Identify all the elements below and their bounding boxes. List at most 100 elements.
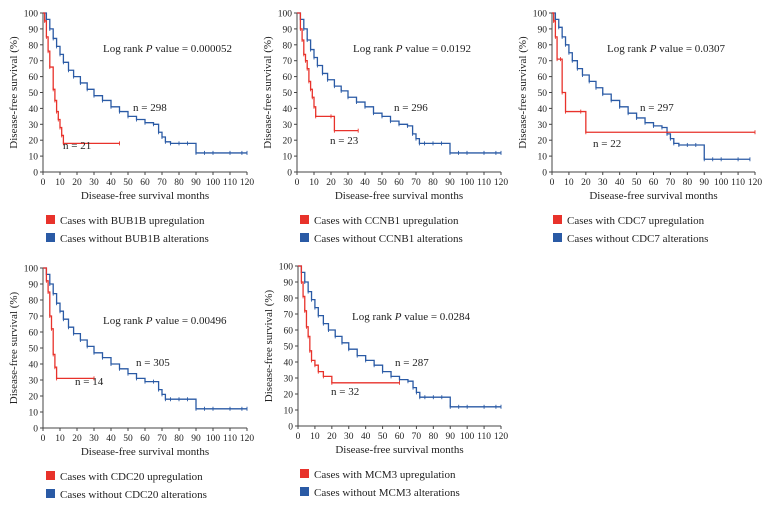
- mcm3-x-tick-label: 60: [395, 432, 405, 442]
- ccnb1-y-tick-label: 80: [283, 41, 293, 51]
- ccnb1-y-tick-label: 60: [283, 73, 293, 83]
- bub1b-x-tick-label: 10: [55, 178, 65, 188]
- cdc20-x-tick-label: 100: [206, 434, 221, 444]
- cdc7-x-tick-label: 100: [714, 178, 729, 188]
- mcm3-y-tick-label: 30: [284, 375, 294, 385]
- bub1b-y-axis-label: Disease-free survival (%): [8, 36, 20, 149]
- cdc7-legend-label-without: Cases without CDC7 alterations: [567, 233, 708, 245]
- ccnb1-y-tick-label: 20: [283, 137, 293, 147]
- bub1b-x-axis-label: Disease-free survival months: [81, 190, 209, 202]
- ccnb1-x-tick-label: 80: [428, 178, 438, 188]
- cdc7-x-tick-label: 120: [748, 178, 763, 188]
- mcm3-x-tick-label: 70: [412, 432, 422, 442]
- cdc20-y-tick-label: 90: [29, 281, 39, 291]
- cdc7-y-axis-label: Disease-free survival (%): [517, 36, 529, 149]
- cdc20-n-without-label: n = 305: [136, 357, 170, 369]
- cdc20-y-tick-label: 80: [29, 297, 39, 307]
- ccnb1-x-tick-label: 40: [360, 178, 370, 188]
- cdc7-y-tick-label: 0: [542, 169, 547, 179]
- cdc20-x-tick-label: 110: [223, 434, 237, 444]
- ccnb1-x-tick-label: 110: [477, 178, 491, 188]
- cdc7-x-axis-label: Disease-free survival months: [589, 190, 717, 202]
- cdc20-x-tick-label: 120: [240, 434, 255, 444]
- cdc20-y-axis-label: Disease-free survival (%): [8, 291, 20, 404]
- mcm3-log-rank-annotation: Log rank P value = 0.0284: [352, 311, 471, 323]
- bub1b-x-tick-label: 120: [240, 178, 255, 188]
- cdc7-x-tick-label: 50: [632, 178, 642, 188]
- cdc20-log-rank-annotation: Log rank P value = 0.00496: [103, 315, 227, 327]
- bub1b-x-tick-label: 0: [41, 178, 46, 188]
- mcm3-legend-label-upregulation: Cases with MCM3 upregulation: [314, 469, 456, 481]
- cdc7-x-tick-label: 30: [598, 178, 608, 188]
- ccnb1-y-tick-label: 10: [283, 153, 293, 163]
- cdc7-x-tick-label: 90: [700, 178, 710, 188]
- cdc7-x-tick-label: 0: [550, 178, 555, 188]
- bub1b-x-tick-label: 60: [140, 178, 150, 188]
- cdc20-x-tick-label: 30: [89, 434, 99, 444]
- mcm3-y-tick-label: 70: [284, 311, 294, 321]
- cdc7-x-tick-label: 110: [731, 178, 745, 188]
- cdc20-without-alterations-curve: [43, 267, 247, 410]
- ccnb1-x-tick-label: 60: [394, 178, 404, 188]
- mcm3-without-alterations-curve: [298, 265, 501, 408]
- cdc20-x-tick-label: 90: [191, 434, 201, 444]
- cdc7-legend-swatch-without: [553, 233, 562, 242]
- ccnb1-n-upregulation-label: n = 23: [330, 135, 359, 147]
- mcm3-y-tick-label: 80: [284, 295, 294, 305]
- cdc20-legend-swatch-upregulation: [46, 471, 55, 480]
- cdc20-legend-swatch-without: [46, 489, 55, 498]
- cdc20-x-tick-label: 60: [140, 434, 150, 444]
- mcm3-y-tick-label: 60: [284, 327, 294, 337]
- ccnb1-x-axis-label: Disease-free survival months: [335, 190, 463, 202]
- ccnb1-y-tick-label: 50: [283, 89, 293, 99]
- bub1b-x-tick-label: 40: [106, 178, 116, 188]
- mcm3-x-tick-label: 90: [446, 432, 456, 442]
- ccnb1-without-alterations-curve: [297, 12, 501, 154]
- mcm3-x-tick-label: 0: [296, 432, 301, 442]
- cdc7-legend-swatch-upregulation: [553, 215, 562, 224]
- bub1b-legend-swatch-without: [46, 233, 55, 242]
- bub1b-y-tick-label: 20: [29, 137, 39, 147]
- cdc20-x-tick-label: 40: [106, 434, 116, 444]
- mcm3-x-axis-label: Disease-free survival months: [335, 444, 463, 456]
- mcm3-y-tick-label: 20: [284, 391, 294, 401]
- cdc20-y-tick-label: 60: [29, 329, 39, 339]
- bub1b-n-without-label: n = 298: [133, 102, 167, 114]
- cdc7-n-without-label: n = 297: [640, 102, 674, 114]
- cdc7-y-tick-label: 60: [538, 73, 548, 83]
- mcm3-y-tick-label: 100: [279, 263, 294, 273]
- cdc7-x-tick-label: 10: [564, 178, 574, 188]
- mcm3-x-tick-label: 30: [344, 432, 354, 442]
- cdc7-legend-label-upregulation: Cases with CDC7 upregulation: [567, 215, 705, 227]
- ccnb1-log-rank-annotation: Log rank P value = 0.0192: [353, 43, 471, 55]
- ccnb1-n-without-label: n = 296: [394, 102, 428, 114]
- mcm3-upregulation-curve: [298, 265, 400, 384]
- mcm3-x-tick-label: 40: [361, 432, 371, 442]
- mcm3-x-tick-label: 50: [378, 432, 388, 442]
- bub1b-y-tick-label: 40: [29, 105, 39, 115]
- bub1b-x-tick-label: 100: [206, 178, 221, 188]
- mcm3-x-tick-label: 100: [460, 432, 475, 442]
- ccnb1-y-tick-label: 70: [283, 57, 293, 67]
- mcm3-legend-swatch-without: [300, 487, 309, 496]
- ccnb1-y-axis-label: Disease-free survival (%): [262, 36, 274, 149]
- mcm3-y-tick-label: 10: [284, 407, 294, 417]
- cdc7-y-tick-label: 70: [538, 57, 548, 67]
- cdc20-y-tick-label: 50: [29, 345, 39, 355]
- ccnb1-legend-swatch-upregulation: [300, 215, 309, 224]
- bub1b-x-tick-label: 20: [72, 178, 82, 188]
- cdc7-x-tick-label: 20: [581, 178, 591, 188]
- ccnb1-x-tick-label: 20: [326, 178, 336, 188]
- ccnb1-x-tick-label: 100: [460, 178, 475, 188]
- bub1b-log-rank-annotation: Log rank P value = 0.000052: [103, 43, 232, 55]
- cdc20-x-tick-label: 80: [174, 434, 184, 444]
- cdc20-x-tick-label: 10: [55, 434, 65, 444]
- bub1b-y-tick-label: 70: [29, 57, 39, 67]
- cdc20-legend-label-upregulation: Cases with CDC20 upregulation: [60, 471, 203, 483]
- cdc20-x-axis-label: Disease-free survival months: [81, 446, 209, 458]
- ccnb1-x-tick-label: 120: [494, 178, 509, 188]
- bub1b-y-tick-label: 90: [29, 25, 39, 35]
- bub1b-upregulation-curve: [43, 12, 120, 145]
